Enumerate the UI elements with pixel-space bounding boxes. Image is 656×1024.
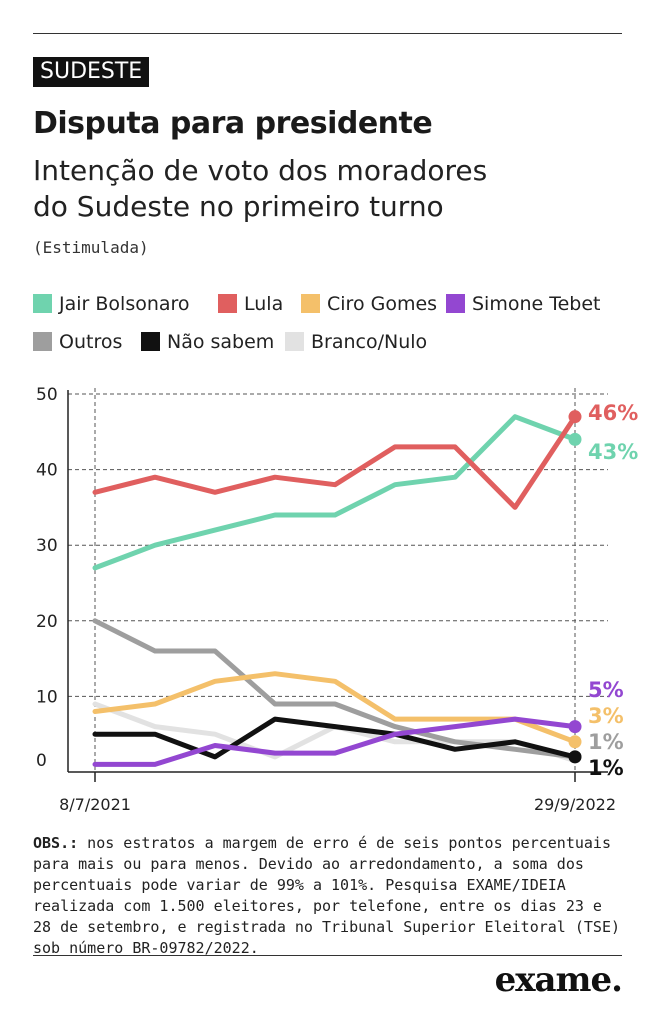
subtitle-line-1: Intenção de voto dos moradores [33,154,488,187]
end-label-ciro-gomes: 3% [588,704,624,728]
legend-swatch-branco-nulo [285,332,304,351]
series-endpoint-simone-tebet [568,720,582,734]
x-tick-label-end: 29/9/2022 [534,795,616,814]
legend-label-bolsonaro: Jair Bolsonaro [59,293,190,315]
legend-label-lula: Lula [244,293,284,315]
exame-logo: exame. [494,960,623,1000]
chart-subtitle: Intenção de voto dos moradores do Sudest… [33,153,633,225]
subtitle-line-2: do Sudeste no primeiro turno [33,190,444,223]
legend-swatch-outros [33,332,52,351]
series-endpoint-jair-bolsonaro [568,432,582,446]
series-line-jair-bolsonaro [92,414,578,571]
legend-swatch-bolsonaro [33,294,52,313]
y-tick-label-50: 50 [36,385,58,405]
footnote-prefix: OBS.: [33,834,79,852]
legend-label-nao-sabem: Não sabem [167,331,275,353]
series-endpoint-ciro-gomes [568,735,582,749]
region-tag: SUDESTE [33,57,150,87]
end-label-jair-bolsonaro: 43% [588,440,638,464]
series-line-lula [92,414,578,510]
series-endpoint-lula [568,410,582,424]
legend-swatch-tebet [446,294,465,313]
bottom-rule [33,955,622,956]
series-endpoint-n-o-sabem [568,750,582,764]
end-label-lula: 46% [588,401,638,425]
series-line-ciro-gomes [92,671,578,745]
y-tick-label-20: 20 [36,612,58,632]
top-rule [33,33,622,34]
y-tick-label-30: 30 [36,536,58,556]
y-tick-label-0: 0 [36,751,47,771]
end-label-n-o-sabem: 1% [588,756,624,780]
footnote-text: nos estratos a margem de erro é de seis … [33,834,620,957]
footnote: OBS.: nos estratos a margem de erro é de… [33,833,623,959]
legend-label-tebet: Simone Tebet [472,293,601,315]
legend-swatch-nao-sabem [141,332,160,351]
chart-title: Disputa para presidente [33,106,433,141]
legend-label-branco-nulo: Branco/Nulo [311,331,428,353]
y-tick-label-40: 40 [36,461,58,481]
legend-label-ciro: Ciro Gomes [327,293,438,315]
legend-swatch-lula [218,294,237,313]
series-line-simone-tebet [92,716,578,767]
legend-label-outros: Outros [59,331,123,353]
y-tick-label-10: 10 [36,687,58,707]
legend-swatch-ciro [301,294,320,313]
x-tick-label-start: 8/7/2021 [59,795,131,814]
end-label-simone-tebet: 5% [588,678,624,702]
stimulated-note: (Estimulada) [33,238,149,257]
end-label-outros: 1% [588,730,624,754]
series-line-n-o-sabem [92,716,578,760]
